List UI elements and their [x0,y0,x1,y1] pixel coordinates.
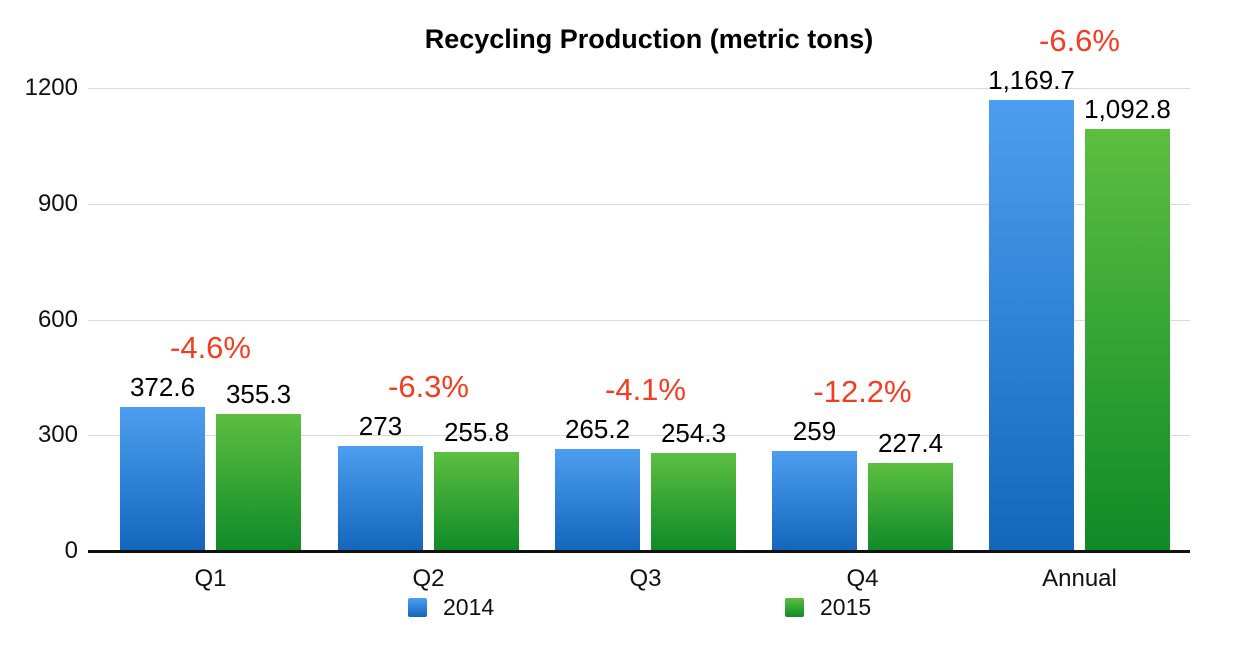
x-axis-category-label-annual: Annual [1042,565,1117,592]
x-axis-category-label-q2: Q2 [412,565,445,592]
value-label-2015-q4: 227.4 [877,428,944,459]
y-axis-tick-label: 900 [37,189,78,217]
legend-label-2014: 2014 [443,593,495,620]
value-label-2015-q3: 254.3 [660,417,727,448]
value-label-2015-q1: 355.3 [225,378,292,409]
chart-title: Recycling Production (metric tons) [424,24,874,54]
value-label-2014-q1: 372.6 [129,372,196,403]
x-axis-category-label-q3: Q3 [629,565,662,592]
legend-item-2014: 2014 [408,593,495,620]
bar-2015-q4 [868,463,953,551]
bar-2014-q3 [555,448,640,551]
value-label-2014-q3: 265.2 [564,413,631,444]
value-label-2014-q4: 259 [792,416,837,447]
bar-2014-annual [989,99,1074,551]
value-label-2015-q2: 255.8 [443,417,510,448]
pct-change-annotation-q4: -12.2% [813,374,912,410]
bar-2015-annual [1085,129,1170,551]
bar-2015-q3 [651,452,736,551]
legend-item-2015: 2015 [785,593,872,620]
bar-2015-q2 [434,452,519,551]
y-axis-tick-label: 600 [37,305,78,333]
bar-2014-q4 [772,451,857,551]
pct-change-annotation-q3: -4.1% [605,371,686,407]
gridline-900 [88,203,1190,205]
y-axis-tick-label: 0 [64,537,78,564]
x-axis-line [88,550,1190,553]
gridline-300 [88,435,1190,437]
pct-change-annotation-annual: -6.6% [1039,22,1120,58]
gridline-600 [88,319,1190,321]
bar-2015-q1 [216,413,301,551]
bar-2014-q2 [338,445,423,551]
pct-change-annotation-q1: -4.6% [170,330,251,366]
legend-label-2015: 2015 [820,593,872,620]
value-label-2014-q2: 273 [358,410,403,441]
y-axis-tick-label: 1200 [24,74,78,101]
legend-swatch-2014 [408,597,427,617]
y-axis-tick-label: 300 [37,421,78,449]
value-label-2014-annual: 1,169.7 [988,64,1075,95]
gridline-1200 [88,88,1190,89]
x-axis-category-label-q1: Q1 [194,565,227,592]
legend-swatch-2015 [785,597,804,617]
bar-2014-q1 [120,407,205,551]
value-label-2015-annual: 1,092.8 [1084,94,1171,125]
pct-change-annotation-q2: -6.3% [388,368,469,404]
x-axis-category-label-q4: Q4 [846,565,879,592]
